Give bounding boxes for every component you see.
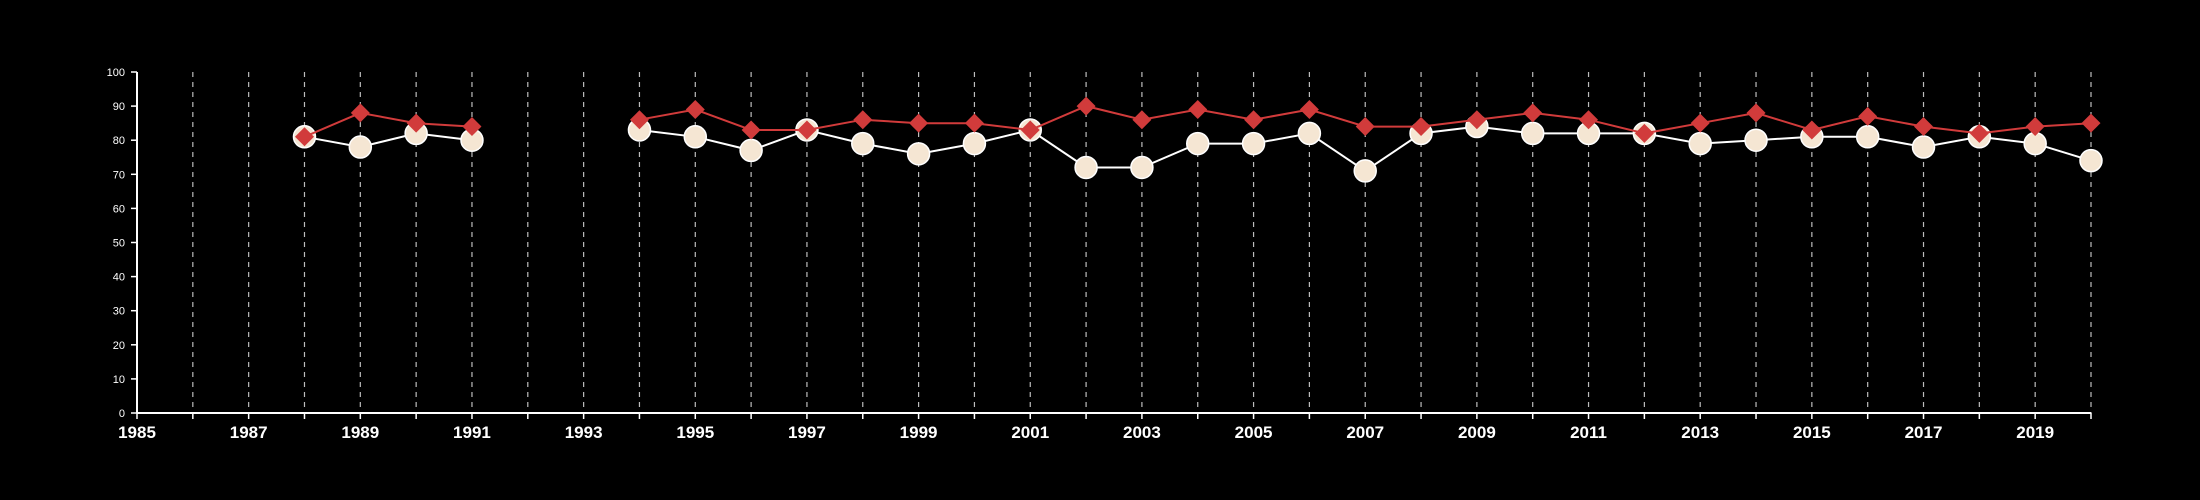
point-circle-2020 — [2079, 148, 2103, 173]
point-diamond-1991 — [462, 117, 482, 137]
x-tick-label-1989: 1989 — [341, 423, 379, 442]
point-circle-2014 — [1744, 128, 1768, 152]
point-circle-2002 — [1074, 155, 1098, 180]
point-diamond-2014 — [1746, 103, 1766, 123]
y-tick-label-50: 50 — [113, 238, 125, 250]
x-tick-label-2011: 2011 — [1570, 423, 1607, 442]
x-tick-label-2013: 2013 — [1681, 423, 1719, 442]
point-circle-2006 — [1297, 121, 1322, 146]
y-tick-label-80: 80 — [113, 135, 125, 147]
point-diamond-2008 — [1411, 117, 1431, 137]
x-tick-label-1987: 1987 — [230, 423, 268, 442]
point-circle-2005 — [1241, 131, 1266, 156]
y-tick-label-100: 100 — [107, 67, 125, 79]
series-diamond — [294, 96, 2101, 147]
point-diamond-2006 — [1299, 100, 1319, 120]
point-diamond-2016 — [1858, 106, 1878, 126]
x-tick-label-2001: 2001 — [1011, 423, 1049, 442]
point-diamond-1995 — [685, 100, 705, 120]
point-circle-2003 — [1130, 155, 1154, 180]
point-diamond-2015 — [1802, 120, 1822, 140]
y-tick-label-90: 90 — [113, 101, 125, 113]
point-circle-2017 — [1911, 135, 1936, 159]
point-diamond-2007 — [1355, 117, 1375, 137]
point-diamond-2011 — [1579, 110, 1599, 130]
point-diamond-2000 — [964, 113, 984, 133]
y-tick-label-30: 30 — [113, 306, 125, 318]
point-circle-1998 — [851, 131, 875, 156]
x-tick-label-1999: 1999 — [900, 423, 938, 442]
point-circle-2007 — [1353, 159, 1377, 183]
x-tick-label-1993: 1993 — [565, 423, 603, 442]
x-tick-label-1995: 1995 — [676, 423, 714, 442]
point-diamond-2013 — [1690, 113, 1710, 133]
point-circle-2010 — [1520, 121, 1545, 146]
point-diamond-2002 — [1076, 96, 1096, 116]
point-diamond-1999 — [909, 113, 929, 133]
point-diamond-1989 — [350, 103, 370, 123]
x-tick-label-2015: 2015 — [1793, 423, 1831, 442]
series-circle-line-0 — [304, 132, 473, 149]
point-circle-1989 — [348, 135, 373, 159]
point-diamond-1998 — [853, 110, 873, 130]
point-diamond-1994 — [629, 110, 649, 130]
axis-layer: 0 10 20 30 40 50 60 70 80 90 100 1985 1987 1989 1991 19… — [107, 67, 2092, 442]
x-tick-label-2003: 2003 — [1123, 423, 1161, 442]
point-circle-2000 — [962, 131, 987, 156]
point-diamond-1990 — [406, 113, 426, 133]
point-circle-2016 — [1855, 125, 1880, 149]
point-circle-2004 — [1185, 131, 1210, 156]
point-diamond-2010 — [1523, 103, 1543, 123]
x-tick-label-2019: 2019 — [2016, 423, 2054, 442]
point-diamond-2020 — [2081, 113, 2101, 133]
point-diamond-1997 — [797, 120, 817, 140]
point-diamond-2017 — [1914, 117, 1934, 137]
point-circle-1995 — [683, 125, 708, 149]
y-tick-label-40: 40 — [113, 272, 125, 284]
point-diamond-2005 — [1244, 110, 1264, 130]
point-circle-1996 — [739, 138, 763, 163]
point-circle-1999 — [906, 142, 931, 166]
x-tick-label-2007: 2007 — [1346, 423, 1384, 442]
point-diamond-2001 — [1020, 120, 1040, 140]
y-tick-label-0: 0 — [119, 408, 125, 420]
point-diamond-2009 — [1467, 110, 1487, 130]
y-tick-label-60: 60 — [113, 203, 125, 215]
x-tick-label-1985: 1985 — [118, 423, 156, 442]
point-diamond-1988 — [294, 127, 314, 147]
point-diamond-2012 — [1634, 123, 1654, 143]
x-tick-label-1991: 1991 — [453, 423, 491, 442]
x-tick-label-2009: 2009 — [1458, 423, 1496, 442]
x-tick-label-2017: 2017 — [1905, 423, 1943, 442]
point-diamond-2019 — [2025, 117, 2045, 137]
x-tick-label-2005: 2005 — [1235, 423, 1273, 442]
x-tick-label-1997: 1997 — [788, 423, 826, 442]
y-tick-label-20: 20 — [113, 340, 125, 352]
series-diamond-line-0 — [304, 111, 473, 138]
grid-layer — [192, 72, 2092, 413]
point-diamond-2004 — [1188, 100, 1208, 120]
point-diamond-2003 — [1132, 110, 1152, 130]
series-layer — [292, 96, 2103, 183]
y-tick-label-10: 10 — [113, 374, 125, 386]
point-diamond-2018 — [1969, 123, 1989, 143]
point-circle-2013 — [1688, 131, 1712, 156]
y-tick-label-70: 70 — [113, 169, 125, 181]
point-diamond-1996 — [741, 120, 761, 140]
